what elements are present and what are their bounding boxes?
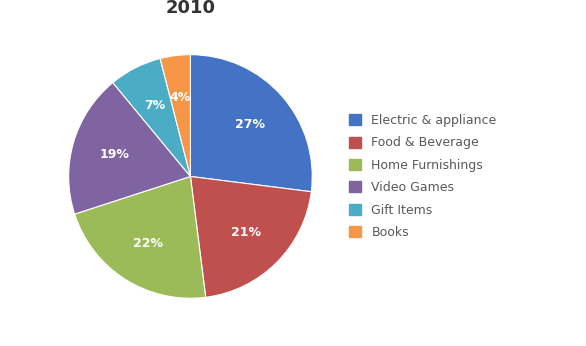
Wedge shape (113, 58, 190, 176)
Wedge shape (190, 176, 311, 297)
Text: 19%: 19% (100, 148, 130, 161)
Text: 21%: 21% (231, 226, 261, 239)
Wedge shape (190, 55, 312, 192)
Title: 2010: 2010 (165, 0, 216, 17)
Text: 7%: 7% (144, 99, 165, 112)
Wedge shape (160, 55, 190, 176)
Text: 27%: 27% (235, 118, 265, 130)
Wedge shape (74, 176, 206, 298)
Wedge shape (69, 83, 190, 214)
Legend: Electric & appliance, Food & Beverage, Home Furnishings, Video Games, Gift Items: Electric & appliance, Food & Beverage, H… (349, 114, 497, 239)
Text: 22%: 22% (133, 237, 163, 250)
Text: 4%: 4% (170, 91, 191, 104)
